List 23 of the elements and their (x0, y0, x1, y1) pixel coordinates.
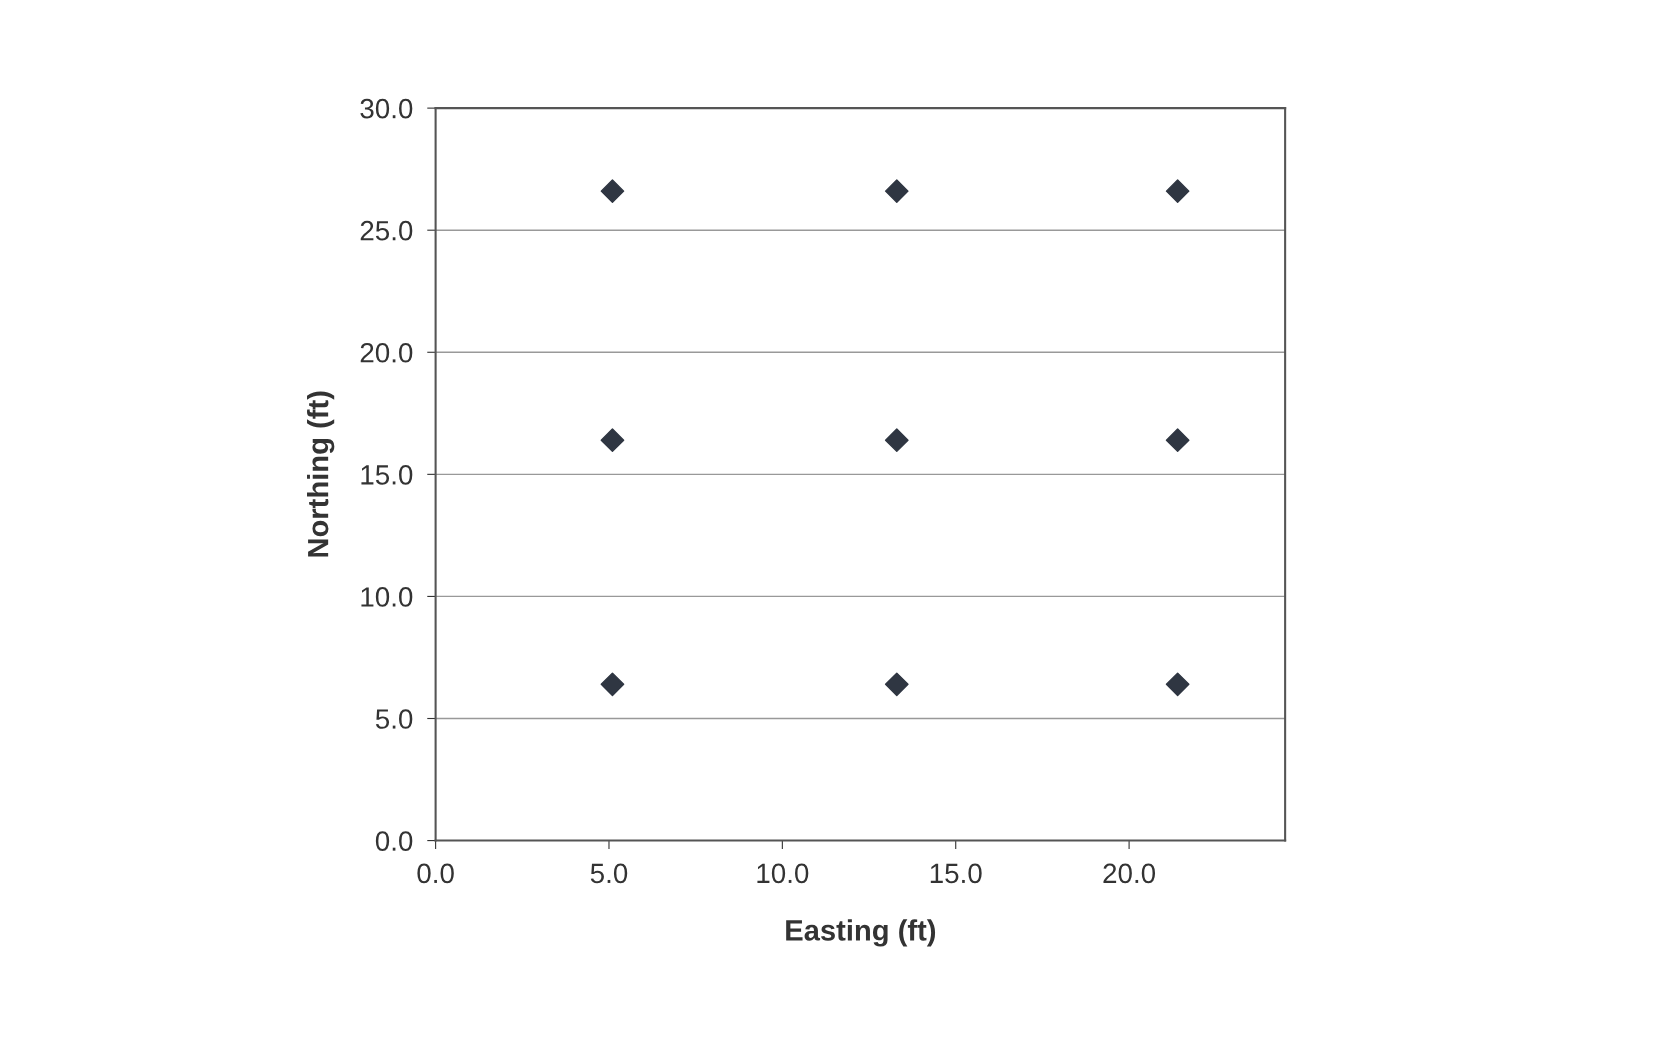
y-tick-label: 10.0 (361, 587, 413, 607)
y-tick-label: 0.0 (375, 831, 413, 851)
point (1165, 179, 1190, 204)
y-tick-label: 30.0 (360, 98, 413, 119)
point (1165, 428, 1190, 453)
y-tick-label: 25.0 (360, 220, 413, 241)
x-axis-title: Easting (ft) (786, 919, 936, 947)
point (600, 672, 625, 697)
x-tick-label: 20.0 (1103, 863, 1156, 884)
point (600, 428, 625, 453)
y-tick-label: 5.0 (375, 709, 413, 729)
point (1165, 672, 1190, 697)
x-tick-label: 0.0 (417, 863, 454, 884)
x-tick-label: 15.0 (930, 863, 982, 884)
y-axis-title: Northing (ft) (307, 391, 335, 557)
point (884, 428, 909, 453)
x-tick-label: 10.0 (757, 863, 809, 884)
x-tick-label: 5.0 (590, 863, 628, 884)
point (884, 179, 909, 204)
point (600, 179, 625, 204)
y-tick-label: 20.0 (360, 342, 413, 363)
y-tick-label: 15.0 (361, 465, 413, 485)
point (884, 672, 909, 697)
